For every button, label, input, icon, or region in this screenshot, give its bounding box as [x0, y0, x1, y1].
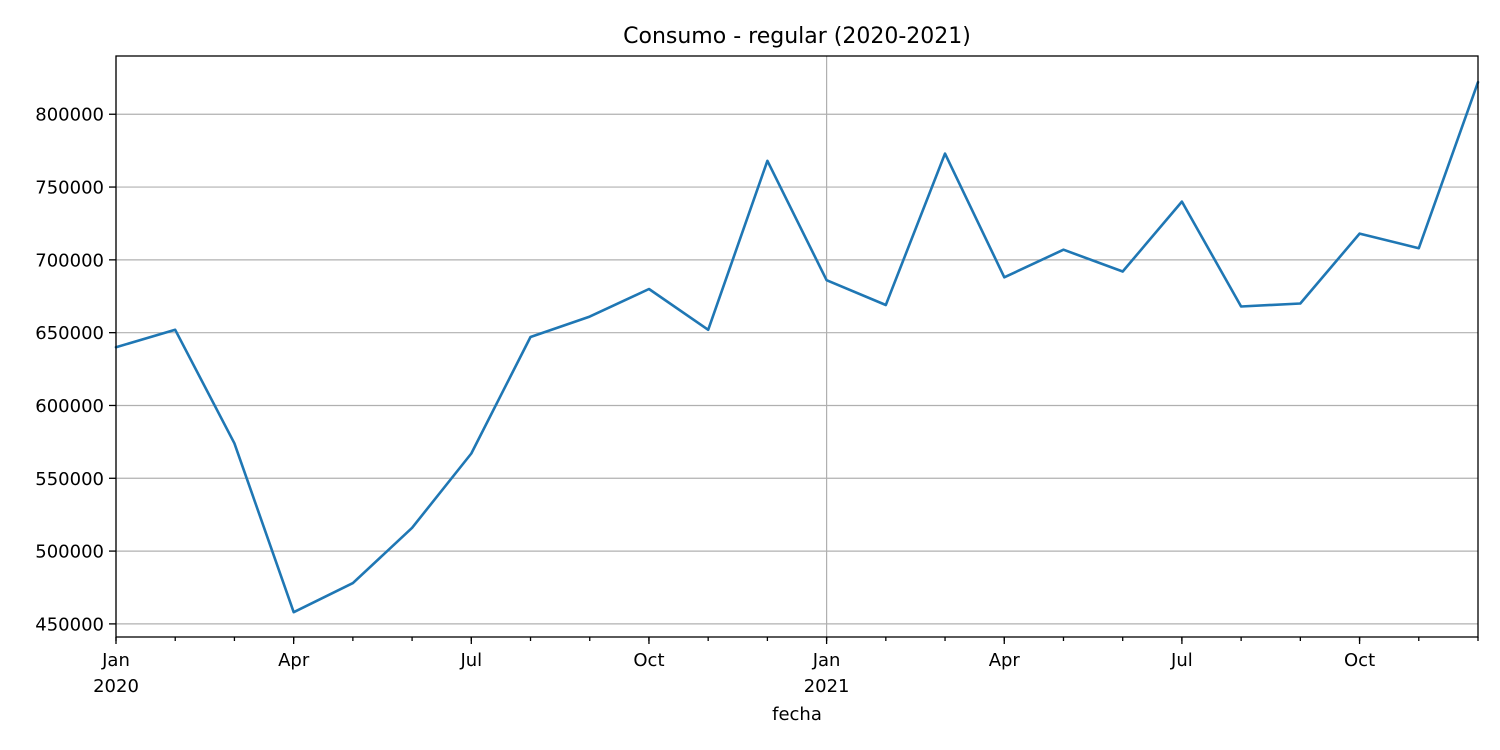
grid-lines [115, 56, 1478, 637]
x-axis-label: fecha [772, 704, 822, 725]
series-line [114, 80, 1480, 614]
series-layer [114, 80, 1480, 614]
x-tick-label: Jul [1170, 650, 1193, 671]
x-tick-label: Jul [459, 650, 482, 671]
x-tick-label: Jan [101, 650, 130, 671]
x-tick-year-label: 2020 [93, 676, 139, 697]
y-axis: 450000 500000 550000 600000 650000 700000 7500… [35, 105, 116, 635]
y-tick-label: 500000 [35, 542, 104, 563]
x-axis: Jan 2020 Apr Jul Oct Jan 2021 Apr Jul Oct [93, 637, 1479, 697]
x-tick-label: Apr [989, 650, 1021, 671]
x-tick-label: Oct [633, 650, 664, 671]
x-tick-label: Jan [812, 650, 841, 671]
y-tick-label: 800000 [35, 105, 104, 126]
x-tick-label: Oct [1344, 650, 1375, 671]
plot-frame [115, 55, 1479, 638]
y-tick-label: 600000 [35, 396, 104, 417]
y-tick-label: 450000 [35, 614, 104, 635]
x-tick-label: Apr [278, 650, 310, 671]
y-tick-label: 550000 [35, 469, 104, 490]
y-tick-label: 650000 [35, 323, 104, 344]
chart-title: Consumo - regular (2020-2021) [623, 24, 971, 49]
x-tick-year-label: 2021 [804, 676, 850, 697]
y-tick-label: 700000 [35, 250, 104, 271]
y-tick-label: 750000 [35, 178, 104, 199]
